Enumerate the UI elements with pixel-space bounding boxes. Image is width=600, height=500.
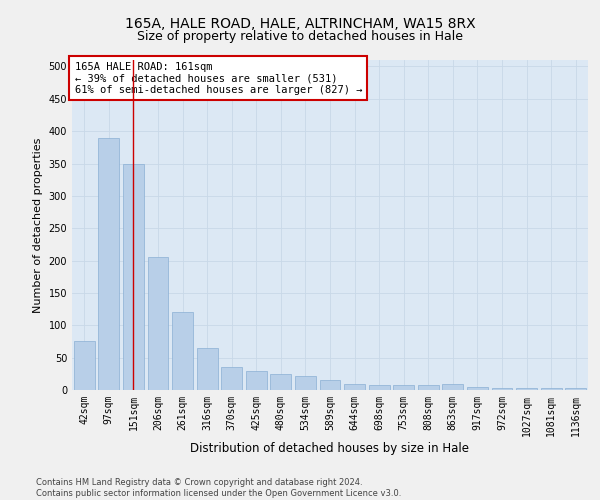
Bar [467,387,488,390]
Text: 165A, HALE ROAD, HALE, ALTRINCHAM, WA15 8RX: 165A, HALE ROAD, HALE, ALTRINCHAM, WA15 … [125,18,475,32]
Bar [74,342,95,390]
Text: 165A HALE ROAD: 161sqm
← 39% of detached houses are smaller (531)
61% of semi-de: 165A HALE ROAD: 161sqm ← 39% of detached… [74,62,362,95]
Bar [516,388,537,390]
Bar [271,374,292,390]
Bar [393,385,414,390]
Bar [148,258,169,390]
Text: Size of property relative to detached houses in Hale: Size of property relative to detached ho… [137,30,463,43]
Bar [344,384,365,390]
Y-axis label: Number of detached properties: Number of detached properties [33,138,43,312]
Bar [172,312,193,390]
Bar [246,370,267,390]
Bar [418,385,439,390]
Bar [368,385,389,390]
Bar [295,376,316,390]
Bar [541,388,562,390]
Bar [491,388,512,390]
Bar [320,380,340,390]
Bar [98,138,119,390]
Bar [123,164,144,390]
X-axis label: Distribution of detached houses by size in Hale: Distribution of detached houses by size … [191,442,470,454]
Bar [221,368,242,390]
Bar [565,388,586,390]
Text: Contains HM Land Registry data © Crown copyright and database right 2024.
Contai: Contains HM Land Registry data © Crown c… [36,478,401,498]
Bar [197,348,218,390]
Bar [442,384,463,390]
